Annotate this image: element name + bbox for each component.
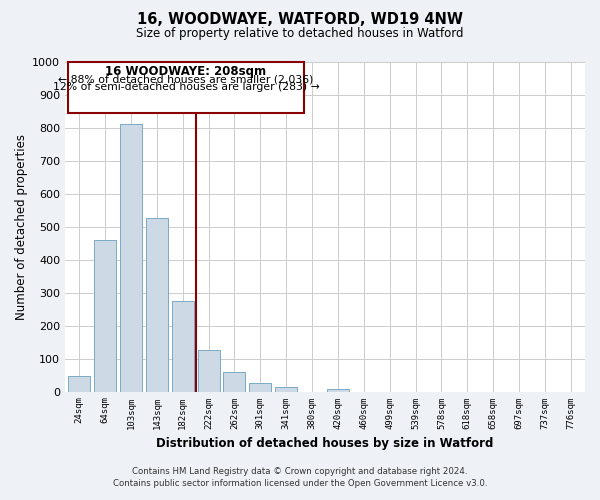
Bar bbox=[120, 124, 142, 392]
Bar bbox=[197, 350, 220, 392]
Text: 16, WOODWAYE, WATFORD, WD19 4NW: 16, WOODWAYE, WATFORD, WD19 4NW bbox=[137, 12, 463, 28]
Bar bbox=[250, 384, 271, 392]
Text: ← 88% of detached houses are smaller (2,036): ← 88% of detached houses are smaller (2,… bbox=[58, 74, 314, 84]
FancyBboxPatch shape bbox=[68, 62, 304, 112]
Bar bbox=[223, 372, 245, 392]
Bar bbox=[172, 301, 194, 392]
Text: 16 WOODWAYE: 208sqm: 16 WOODWAYE: 208sqm bbox=[106, 66, 266, 78]
X-axis label: Distribution of detached houses by size in Watford: Distribution of detached houses by size … bbox=[157, 437, 494, 450]
Text: Size of property relative to detached houses in Watford: Size of property relative to detached ho… bbox=[136, 28, 464, 40]
Bar bbox=[275, 388, 297, 392]
Bar bbox=[94, 240, 116, 392]
Bar bbox=[68, 376, 90, 392]
Text: Contains HM Land Registry data © Crown copyright and database right 2024.
Contai: Contains HM Land Registry data © Crown c… bbox=[113, 466, 487, 487]
Text: 12% of semi-detached houses are larger (283) →: 12% of semi-detached houses are larger (… bbox=[53, 82, 319, 92]
Bar bbox=[146, 218, 168, 392]
Y-axis label: Number of detached properties: Number of detached properties bbox=[15, 134, 28, 320]
Bar bbox=[327, 389, 349, 392]
